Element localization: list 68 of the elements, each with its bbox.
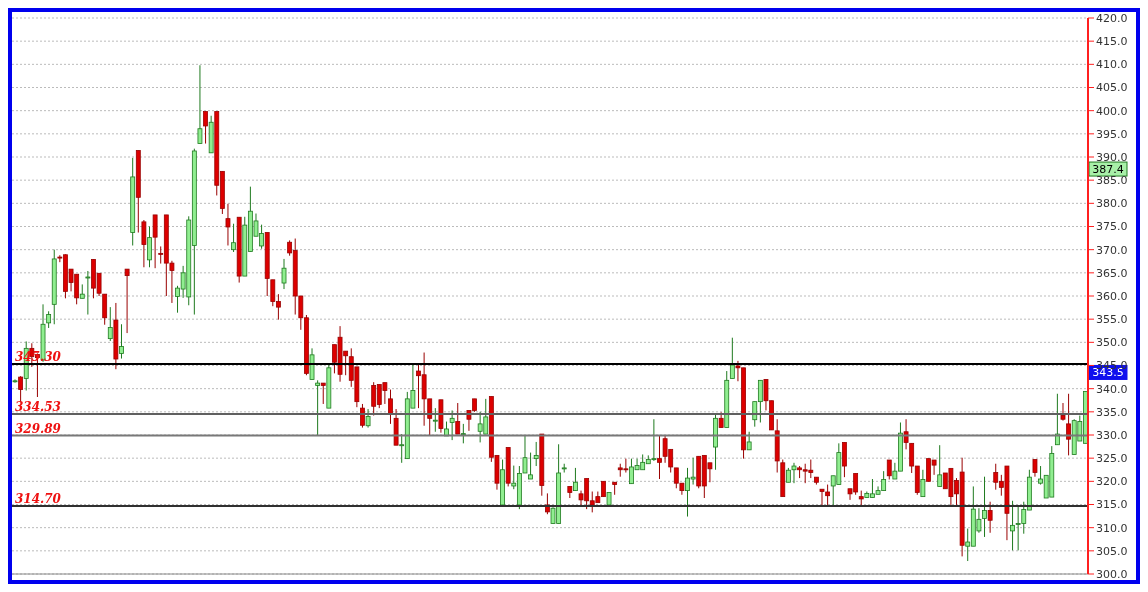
y-tick-label: 340.0 bbox=[1096, 382, 1128, 396]
y-tick-label: 395.0 bbox=[1096, 127, 1128, 141]
candlestick bbox=[197, 64, 203, 145]
candlestick bbox=[281, 258, 287, 290]
ref-line-label: 329.89 bbox=[15, 421, 62, 436]
y-tick-label: 365.0 bbox=[1096, 266, 1128, 280]
candlestick bbox=[920, 469, 926, 498]
candlestick bbox=[455, 402, 461, 435]
candlestick bbox=[320, 382, 326, 405]
candlestick bbox=[657, 435, 662, 480]
candlestick bbox=[982, 476, 987, 538]
y-tick-label: 330.0 bbox=[1096, 428, 1128, 442]
candlestick bbox=[85, 270, 91, 316]
ref-line-label: 334.53 bbox=[15, 400, 61, 415]
y-tick-label: 415.0 bbox=[1096, 35, 1128, 49]
candlestick bbox=[147, 226, 152, 268]
candlestick bbox=[937, 444, 943, 487]
candlestick bbox=[18, 375, 24, 403]
y-tick-label: 350.0 bbox=[1096, 336, 1128, 350]
candlestick bbox=[460, 423, 466, 444]
candlestick bbox=[987, 501, 993, 534]
candlestick bbox=[746, 431, 752, 451]
candlestick bbox=[791, 462, 797, 484]
candlestick bbox=[365, 408, 371, 429]
candlestick bbox=[124, 268, 130, 334]
candlestick bbox=[107, 306, 113, 342]
y-tick-label: 400.0 bbox=[1096, 104, 1128, 118]
y-tick-label: 310.0 bbox=[1096, 521, 1128, 535]
candlestick bbox=[842, 441, 847, 478]
y-tick-label: 305.0 bbox=[1096, 544, 1128, 558]
candlestick bbox=[533, 441, 539, 467]
candlestick bbox=[1054, 393, 1060, 446]
candlestick bbox=[432, 407, 438, 433]
y-tick-label: 405.0 bbox=[1096, 81, 1128, 95]
y-tick-label: 390.0 bbox=[1096, 150, 1128, 164]
y-tick-label: 410.0 bbox=[1096, 58, 1128, 72]
y-tick-label: 420.0 bbox=[1096, 11, 1128, 25]
candlestick bbox=[225, 203, 231, 246]
candlestick bbox=[1010, 500, 1015, 551]
y-tick-label: 335.0 bbox=[1096, 405, 1128, 419]
candlestick bbox=[231, 223, 236, 253]
candlestick bbox=[1060, 402, 1066, 422]
candlestick bbox=[1066, 393, 1071, 456]
y-tick-label: 360.0 bbox=[1096, 289, 1128, 303]
candlestick bbox=[12, 378, 18, 384]
candlestick bbox=[315, 379, 321, 437]
candlestick bbox=[729, 337, 735, 379]
y-tick-label: 355.0 bbox=[1096, 313, 1128, 327]
candlestick bbox=[119, 323, 124, 360]
y-tick-label: 375.0 bbox=[1096, 220, 1128, 234]
candlestick bbox=[573, 467, 578, 492]
y-tick-label: 380.0 bbox=[1096, 197, 1128, 211]
candlestick bbox=[360, 403, 365, 429]
candlestick bbox=[388, 389, 393, 425]
candlestick bbox=[152, 214, 158, 269]
annotation: 387.4 bbox=[1092, 163, 1124, 177]
candlestick bbox=[203, 111, 208, 145]
y-tick-label: 325.0 bbox=[1096, 452, 1128, 466]
candlestick bbox=[449, 409, 455, 441]
ref-line-label: 314.70 bbox=[15, 491, 62, 506]
y-tick-label: 300.0 bbox=[1096, 567, 1128, 581]
candlestick bbox=[528, 452, 533, 480]
y-tick-label: 320.0 bbox=[1096, 475, 1128, 489]
candlestick bbox=[886, 459, 892, 480]
y-tick-label: 370.0 bbox=[1096, 243, 1128, 257]
candlestick bbox=[141, 219, 147, 268]
y-tick-label: 315.0 bbox=[1096, 498, 1128, 512]
y-tick-label: 385.0 bbox=[1096, 174, 1128, 188]
